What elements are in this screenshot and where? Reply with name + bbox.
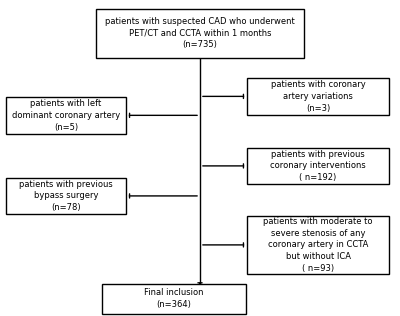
Text: patients with left
dominant coronary artery
(n=5): patients with left dominant coronary art… bbox=[12, 99, 120, 132]
Text: patients with previous
bypass surgery
(n=78): patients with previous bypass surgery (n… bbox=[19, 179, 113, 212]
Text: patients with coronary
artery variations
(n=3): patients with coronary artery variations… bbox=[271, 80, 365, 113]
FancyBboxPatch shape bbox=[102, 284, 246, 313]
FancyBboxPatch shape bbox=[247, 78, 389, 115]
Text: patients with previous
coronary interventions
( n=192): patients with previous coronary interven… bbox=[270, 149, 366, 182]
FancyBboxPatch shape bbox=[6, 178, 126, 214]
FancyBboxPatch shape bbox=[6, 97, 126, 133]
Text: patients with suspected CAD who underwent
PET/CT and CCTA within 1 months
(n=735: patients with suspected CAD who underwen… bbox=[105, 17, 295, 50]
FancyBboxPatch shape bbox=[247, 148, 389, 184]
Text: Final inclusion
(n=364): Final inclusion (n=364) bbox=[144, 288, 204, 309]
FancyBboxPatch shape bbox=[247, 216, 389, 274]
Text: patients with moderate to
severe stenosis of any
coronary artery in CCTA
but wit: patients with moderate to severe stenosi… bbox=[263, 217, 373, 273]
FancyBboxPatch shape bbox=[96, 9, 304, 58]
